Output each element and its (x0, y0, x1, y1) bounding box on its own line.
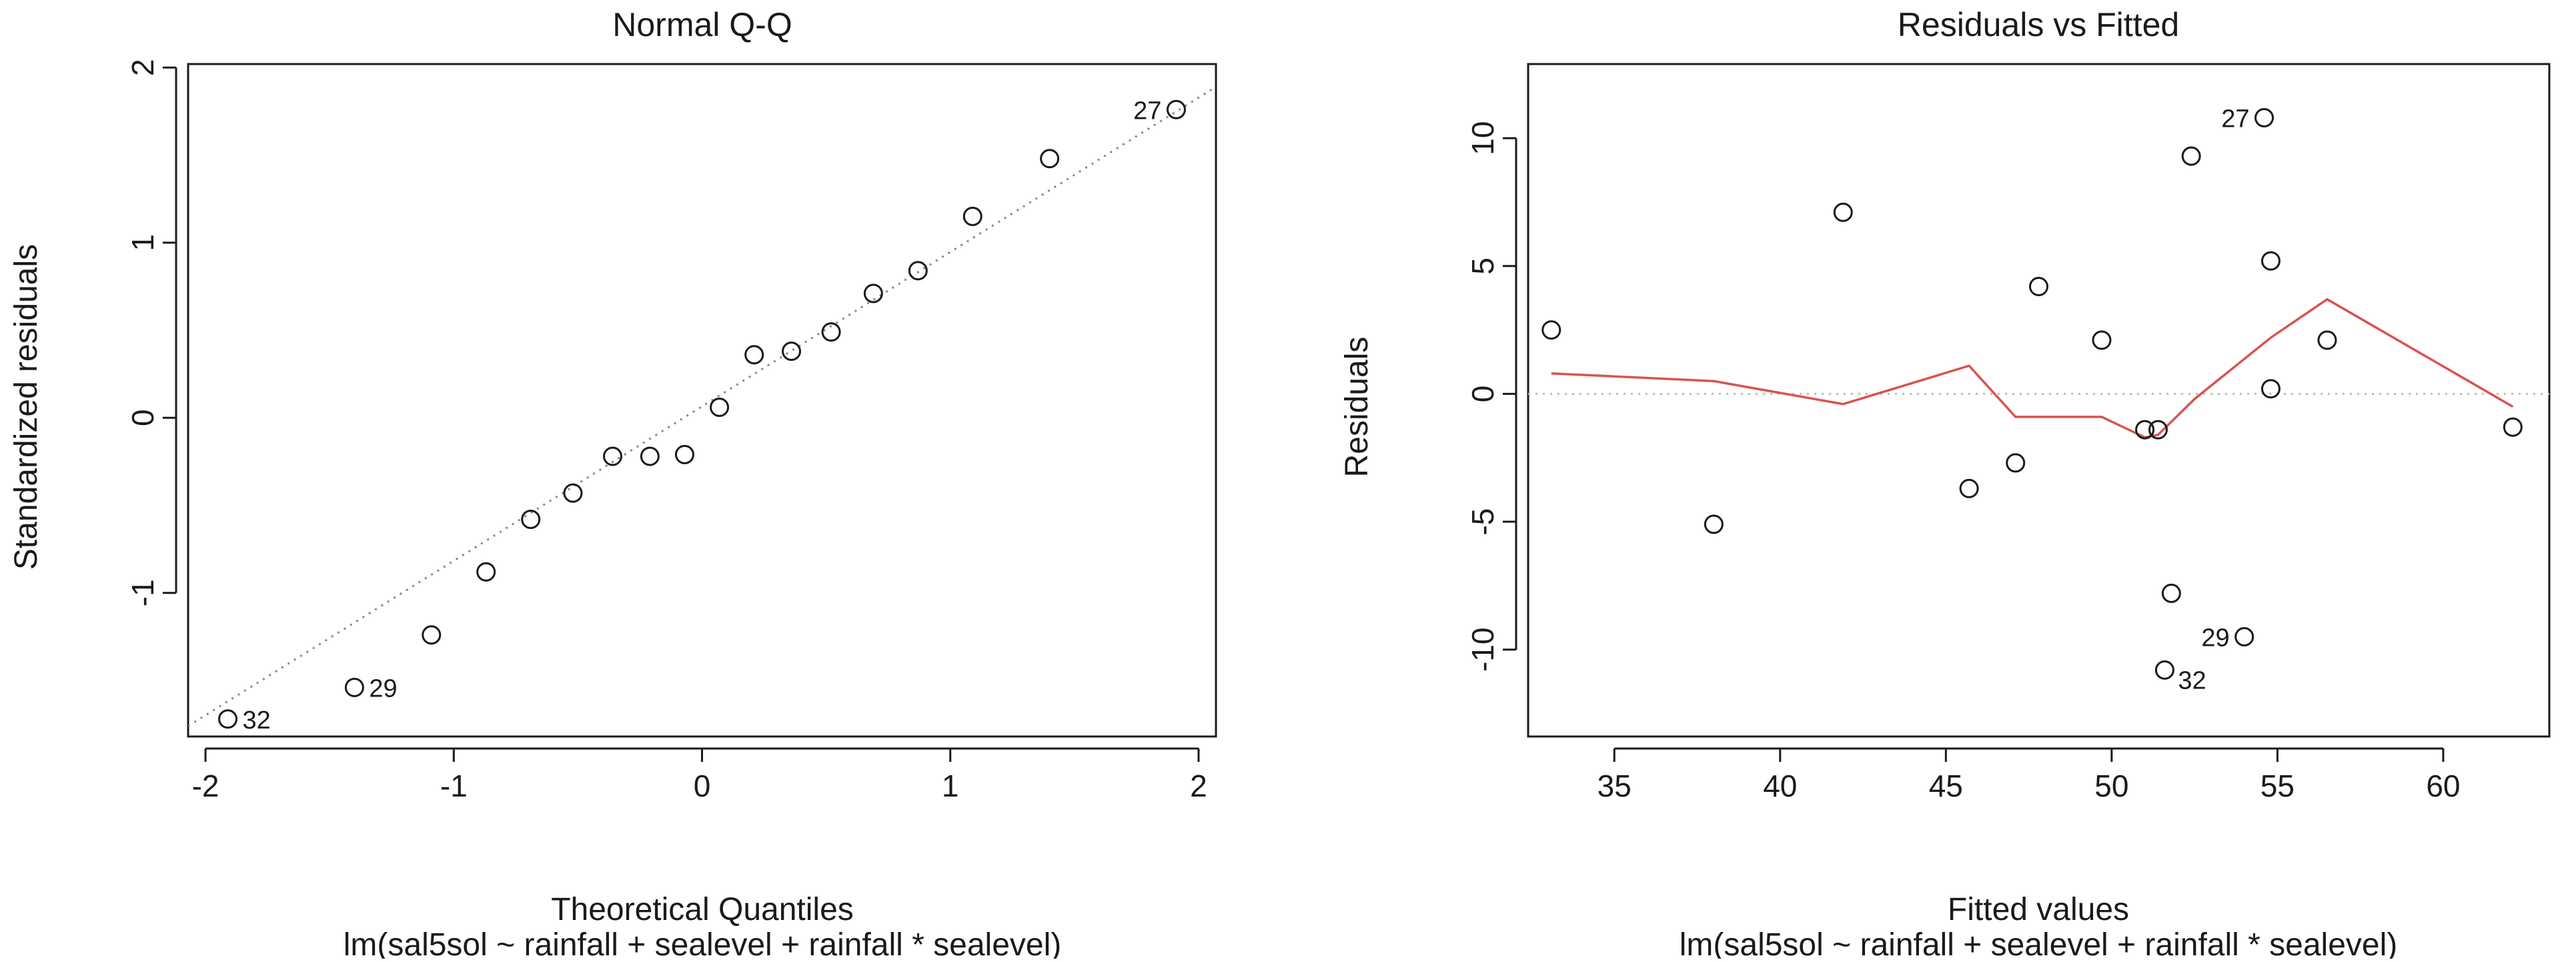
rvf-x-tick-label: 40 (1763, 769, 1797, 803)
qq-y-tick-label: 0 (125, 409, 160, 426)
qq-title: Normal Q-Q (612, 6, 792, 43)
rvf-plot-frame (1527, 63, 2551, 738)
qq-x-tick-label: -1 (440, 769, 468, 803)
rvf-y-tick-label: 5 (1465, 258, 1500, 275)
rvf-x-tick-label: 45 (1929, 769, 1963, 803)
rvf-smoother-line (1551, 298, 2514, 439)
rvf-data-point (2255, 107, 2275, 127)
qq-reference-line (188, 85, 1216, 727)
qq-x-tick-label: 2 (1190, 769, 1207, 803)
qq-subtitle: lm(sal5sol ~ rainfall + sealevel + rainf… (344, 927, 1062, 959)
qq-point-label: 32 (243, 706, 271, 735)
qq-data-point (344, 678, 364, 697)
rvf-y-tick-label: -10 (1465, 627, 1500, 671)
rvf-data-point (2503, 417, 2523, 437)
qq-data-point (674, 444, 694, 464)
qq-x-tick-label: -2 (192, 769, 219, 803)
qq-data-point (218, 709, 238, 729)
rvf-x-axis-label: Fitted values (1948, 892, 2129, 927)
rvf-data-point (2148, 420, 2168, 440)
rvf-x-tick-label: 35 (1597, 769, 1632, 803)
qq-x-tick-label: 1 (942, 769, 959, 803)
rvf-data-point (2161, 583, 2181, 603)
rvf-data-point (2181, 146, 2201, 166)
qq-y-axis-label: Standardized residuals (9, 244, 44, 570)
rvf-data-point (2135, 420, 2155, 440)
qq-data-point (521, 510, 541, 529)
rvf-x-tick-label: 50 (2094, 769, 2128, 803)
qq-data-point (563, 483, 583, 503)
qq-plot-frame (187, 63, 1217, 738)
rvf-point-label: 27 (2221, 105, 2249, 133)
qq-data-point (782, 342, 801, 361)
rvf-data-point (2029, 276, 2048, 296)
qq-x-tick-label: 0 (694, 769, 711, 803)
qq-x-axis-label: Theoretical Quantiles (551, 892, 854, 927)
rvf-x-tick-label: 55 (2261, 769, 2295, 803)
qq-data-point (744, 345, 764, 365)
rvf-data-point (2154, 660, 2174, 680)
qq-data-point (821, 322, 841, 342)
rvf-data-point (1833, 202, 1853, 222)
rvf-point-label: 29 (2201, 624, 2229, 652)
qq-data-point (476, 562, 496, 582)
rvf-y-axis-label: Residuals (1339, 337, 1375, 478)
residuals-vs-fitted-plot: Residuals vs Fitted Fitted values lm(sal… (1339, 6, 2551, 962)
rvf-data-point (2261, 379, 2281, 399)
rvf-title: Residuals vs Fitted (1898, 6, 2179, 43)
qq-data-point (962, 206, 983, 226)
rvf-data-point (1959, 478, 1979, 498)
qq-data-point (1166, 99, 1186, 119)
qq-data-point (863, 284, 883, 304)
normal-qq-plot: Normal Q-Q Theoretical Quantiles lm(sal5… (9, 6, 1217, 962)
rvf-y-tick-label: 0 (1465, 386, 1500, 403)
rvf-x-tick-label: 60 (2426, 769, 2460, 803)
qq-data-point (640, 446, 660, 466)
rvf-data-point (2006, 453, 2026, 473)
rvf-y-tick-label: 10 (1465, 121, 1500, 155)
qq-point-label: 27 (1133, 97, 1161, 125)
qq-data-point (710, 398, 730, 417)
qq-y-tick-label: -1 (125, 579, 160, 606)
qq-y-tick-label: 2 (125, 59, 160, 76)
rvf-data-point (2234, 627, 2255, 647)
rvf-data-point (1541, 320, 1561, 340)
qq-data-point (422, 625, 442, 645)
rvf-y-tick-label: -5 (1465, 508, 1500, 536)
rvf-point-label: 32 (2178, 666, 2206, 694)
qq-data-point (908, 261, 928, 281)
rvf-data-point (1704, 514, 1724, 534)
qq-data-point (603, 446, 622, 466)
rvf-subtitle: lm(sal5sol ~ rainfall + sealevel + rainf… (1680, 927, 2398, 959)
rvf-data-point (2261, 251, 2281, 271)
qq-y-tick-label: 1 (125, 234, 160, 252)
rvf-data-point (2092, 330, 2112, 350)
qq-point-label: 29 (369, 675, 397, 703)
rvf-data-point (2317, 330, 2337, 350)
qq-data-point (1040, 149, 1060, 169)
